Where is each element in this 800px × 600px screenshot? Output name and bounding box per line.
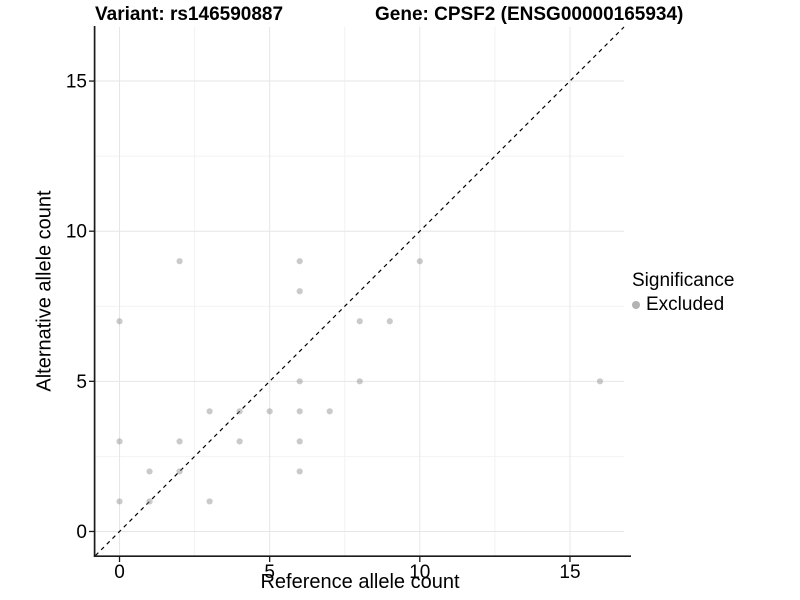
data-point bbox=[146, 468, 153, 475]
data-point bbox=[326, 408, 333, 415]
legend-point-icon bbox=[632, 301, 640, 309]
y-tick-label: 10 bbox=[66, 222, 87, 243]
legend-entry-label: Excluded bbox=[646, 294, 725, 315]
data-point bbox=[296, 468, 303, 475]
legend-title: Significance bbox=[632, 270, 735, 291]
x-tick-label: 10 bbox=[409, 562, 430, 583]
data-point bbox=[296, 288, 303, 295]
data-point bbox=[116, 498, 123, 505]
x-axis-title: Reference allele count bbox=[260, 571, 460, 593]
data-point bbox=[176, 438, 183, 445]
data-point bbox=[206, 498, 213, 505]
data-point bbox=[116, 318, 123, 325]
data-point bbox=[596, 378, 604, 385]
y-tick-label: 15 bbox=[66, 72, 87, 93]
data-point bbox=[416, 258, 423, 265]
legend-entry-excluded: Excluded bbox=[632, 294, 734, 316]
data-point bbox=[206, 408, 213, 415]
data-point bbox=[296, 408, 303, 415]
data-point bbox=[296, 258, 303, 265]
data-point bbox=[356, 378, 363, 385]
data-point bbox=[236, 408, 243, 415]
data-point bbox=[176, 468, 183, 475]
legend: Significance Excluded bbox=[632, 270, 734, 316]
x-tick-label: 15 bbox=[559, 562, 580, 583]
data-point bbox=[116, 438, 123, 445]
identity-line bbox=[95, 26, 625, 556]
y-axis-title: Alternative allele count bbox=[33, 190, 56, 392]
x-tick-label: 0 bbox=[114, 562, 125, 583]
data-point bbox=[176, 258, 183, 265]
variant-title: Variant: rs146590887 bbox=[95, 4, 284, 25]
data-point bbox=[356, 318, 363, 325]
data-point bbox=[236, 438, 243, 445]
y-tick-label: 5 bbox=[76, 372, 87, 393]
x-tick-label: 5 bbox=[264, 562, 275, 583]
gene-title: Gene: CPSF2 (ENSG00000165934) bbox=[375, 4, 684, 25]
data-point bbox=[146, 498, 153, 505]
data-point bbox=[266, 408, 273, 415]
data-point bbox=[296, 438, 303, 445]
data-point bbox=[386, 318, 393, 325]
data-point bbox=[296, 378, 303, 385]
y-tick-label: 0 bbox=[76, 522, 87, 543]
